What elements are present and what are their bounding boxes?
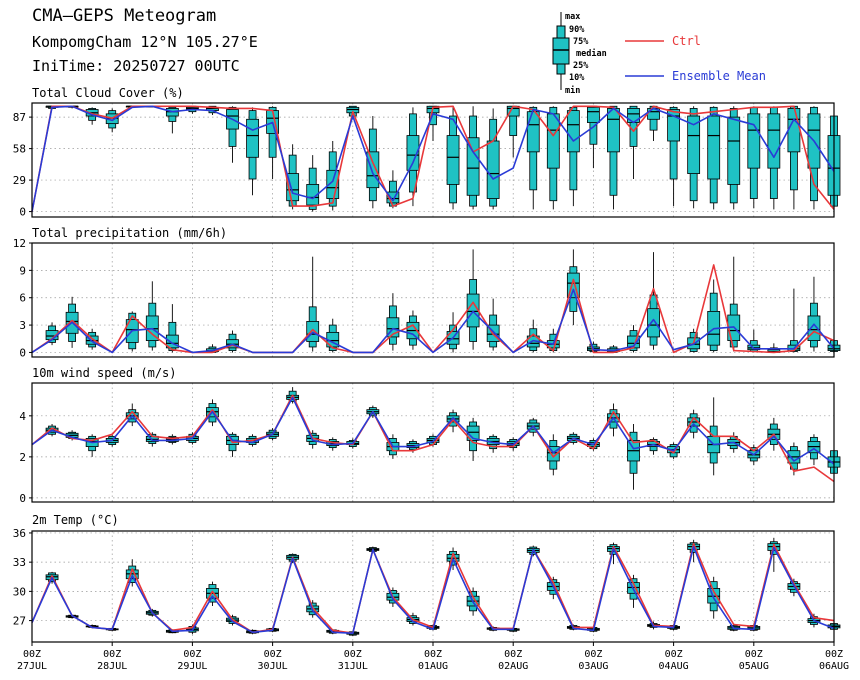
legend-max-label: max — [565, 12, 580, 22]
panel1-ytick-label-0: 0 — [19, 206, 26, 219]
x-tick-label-date-6: 02AUG — [498, 661, 528, 672]
panel1-box-inner-29 — [607, 108, 620, 153]
legend-mean-label: Ensemble Mean — [672, 69, 766, 83]
panel2-ytick-label-4: 12 — [13, 237, 26, 250]
panel1-box-inner-28 — [587, 106, 600, 123]
panel4-mean-line — [31, 545, 835, 635]
legend: max 90% 75% median 25% 10% min Ctrl Ense… — [552, 12, 766, 96]
x-tick-label-date-1: 28JUL — [97, 661, 127, 672]
panel2-ytick-label-2: 6 — [19, 292, 26, 305]
init-time-label: IniTime: 20250727 00UTC — [32, 57, 240, 75]
panel1-box-inner-37 — [767, 113, 781, 169]
panel4-ytick-label-1: 30 — [13, 585, 26, 598]
panel1-title: Total Cloud Cover (%) — [32, 86, 184, 100]
legend-box-inner — [552, 37, 570, 65]
x-tick-label-hour-7: 00Z — [584, 649, 602, 660]
x-tick-label-hour-1: 00Z — [103, 649, 121, 660]
legend-min-label: min — [565, 85, 580, 96]
x-tick-label-date-3: 30JUL — [258, 661, 288, 672]
panel3-mean-line — [31, 396, 835, 465]
x-tick-label-hour-10: 00Z — [825, 649, 843, 660]
legend-ctrl-label: Ctrl — [672, 34, 701, 48]
panel1-ytick-label-1: 29 — [13, 174, 26, 187]
x-tick-label-date-5: 01AUG — [418, 661, 448, 672]
panel1-box-inner-19 — [406, 135, 420, 171]
x-tick-label-hour-3: 00Z — [264, 649, 282, 660]
panel1-box-inner-11 — [246, 118, 259, 158]
x-tick-label-date-4: 31JUL — [338, 661, 368, 672]
panel2-frame — [31, 242, 835, 358]
x-tick-label-date-8: 04AUG — [659, 661, 689, 672]
legend-p10-label: 10% — [569, 73, 585, 83]
panel2-box-inner-14 — [306, 321, 320, 342]
panel3-ytick-label-1: 2 — [19, 451, 26, 464]
x-tick-label-date-9: 05AUG — [739, 661, 769, 672]
legend-p75-label: 75% — [573, 37, 589, 47]
panel1-box-inner-34 — [707, 115, 721, 180]
x-tick-label-hour-4: 00Z — [344, 649, 362, 660]
x-tick-label-date-10: 06AUG — [819, 661, 849, 672]
x-tick-label-hour-2: 00Z — [183, 649, 201, 660]
panel1-ytick-label-3: 87 — [13, 111, 26, 124]
x-tick-label-date-0: 27JUL — [17, 661, 47, 672]
panel1-box-inner-36 — [747, 113, 761, 169]
panel4-ytick-label-2: 33 — [13, 556, 26, 569]
x-tick-label-hour-9: 00Z — [745, 649, 763, 660]
panel1-box-inner-38 — [787, 108, 801, 153]
x-tick-label-hour-8: 00Z — [665, 649, 683, 660]
panel4-title: 2m Temp (°C) — [32, 513, 119, 527]
panel1-box-inner-35 — [727, 116, 741, 185]
location-label: KompomgCham 12°N 105.27°E — [32, 33, 258, 51]
panel4-ytick-label-3: 36 — [13, 527, 26, 540]
x-tick-label-hour-5: 00Z — [424, 649, 442, 660]
panel1-ytick-label-2: 58 — [13, 143, 26, 156]
panel3-ytick-label-2: 4 — [19, 410, 26, 423]
legend-p90-label: 90% — [569, 25, 585, 35]
panel2-ytick-label-1: 3 — [19, 319, 26, 332]
panel1-box-inner-27 — [566, 110, 580, 153]
x-tick-label-hour-6: 00Z — [504, 649, 522, 660]
panel3-title: 10m wind speed (m/s) — [32, 366, 177, 380]
panel2-box-inner-31 — [647, 308, 660, 338]
meteogram-title: CMA—GEPS Meteogram — [32, 6, 217, 26]
panel1-box-outer-32 — [669, 106, 678, 180]
panel3-ytick-label-0: 0 — [19, 492, 26, 505]
panel1-frame — [31, 102, 835, 218]
panel1-box-inner-33 — [687, 115, 701, 174]
panel1-box-inner-17 — [366, 151, 380, 189]
x-tick-label-hour-0: 00Z — [23, 649, 41, 660]
legend-p25-label: 25% — [573, 61, 589, 71]
panel2-title: Total precipitation (mm/6h) — [32, 226, 227, 240]
panel1-mean-line — [31, 105, 835, 212]
panel4-ytick-label-0: 27 — [13, 615, 26, 628]
panel1-box-inner-14 — [306, 184, 320, 206]
panel1-box-inner-26 — [546, 113, 560, 169]
panel2-mean-line — [31, 288, 835, 354]
x-tick-label-date-2: 29JUL — [177, 661, 207, 672]
panel1-box-inner-25 — [526, 111, 540, 153]
panel2-ytick-label-3: 9 — [19, 264, 26, 277]
panel2-ytick-label-0: 0 — [19, 346, 26, 359]
x-tick-label-date-7: 03AUG — [578, 661, 608, 672]
panel1-box-inner-18 — [386, 191, 400, 204]
legend-median-label: median — [576, 48, 607, 59]
panel1-ctrl-line — [31, 105, 835, 212]
panel1-box-inner-23 — [486, 140, 500, 199]
panel3-ctrl-line — [31, 394, 835, 483]
panel3-frame — [31, 382, 835, 503]
panel1-box-inner-22 — [466, 137, 480, 196]
panel1-box-inner-21 — [446, 135, 460, 185]
